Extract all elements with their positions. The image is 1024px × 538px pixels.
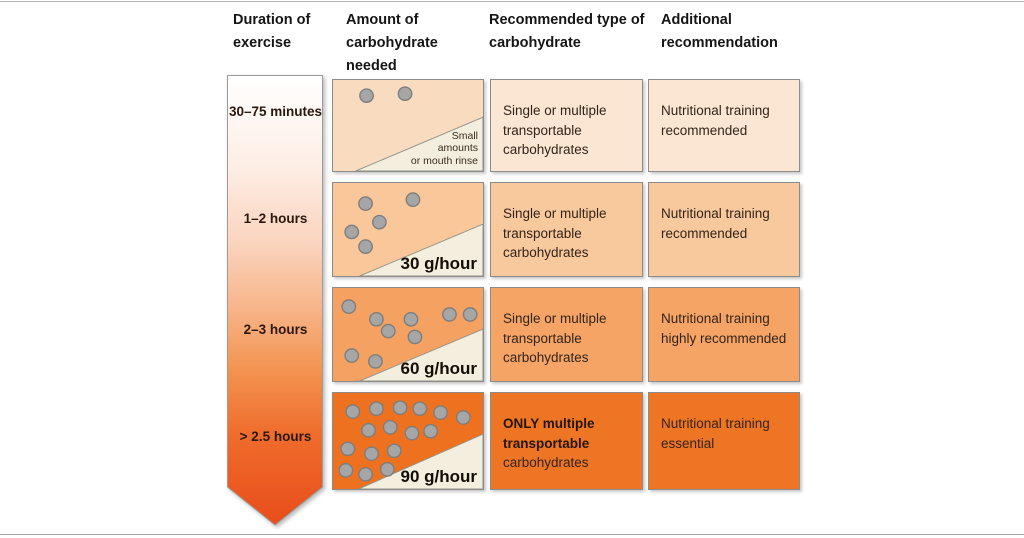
note-line: or mouth rinse [410,154,478,167]
carb-dot [382,419,398,435]
additional-box-row-4: Nutritional training essential [648,392,800,490]
small-amounts-note: Small amounts or mouth rinse [411,130,478,168]
type-text: Single or multiple transportable carbohy… [503,103,607,157]
carb-dot [358,196,373,211]
carb-dot [433,405,448,420]
carb-dot [455,410,471,425]
type-text: Single or multiple transportable carbohy… [503,311,607,365]
carb-dot [442,307,457,322]
carb-dot [380,323,396,339]
carb-dot-group [344,192,421,254]
carb-dot [345,404,361,419]
header-amount-of-carbohydrate: Amount of carbohydrate needed [346,12,438,74]
amount-box-row-4: 90 g/hour [332,392,484,490]
additional-cell-text: Nutritional training highly recommended [661,311,787,346]
bottom-border-line [0,534,1024,535]
duration-label-30-75-minutes: 30–75 minutes [228,104,323,119]
type-box-row-3: Single or multiple transportable carbohy… [490,287,643,382]
type-text: Single or multiple transportable carbohy… [503,206,607,260]
carb-dot [392,400,408,416]
carb-dot [361,422,376,438]
carb-dot [405,192,421,207]
carb-dot-group [338,400,471,482]
carb-dot [344,348,360,363]
carb-dot [407,329,423,345]
amount-box-row-2: 30 g/hour [332,182,484,277]
type-box-row-2: Single or multiple transportable carbohy… [490,182,643,277]
note-line: Small [451,129,478,142]
additional-cell-text: Nutritional training recommended [661,206,770,241]
type-emphasis: ONLY multiple transportable [503,416,595,451]
carb-dot [359,88,374,103]
type-box-row-1: Single or multiple transportable carbohy… [490,79,643,172]
duration-label-2-3-hours: 2–3 hours [243,322,308,337]
carb-dot [403,311,419,327]
type-cell-text: Single or multiple transportable carbohy… [491,183,642,269]
additional-box-row-3: Nutritional training highly recommended [648,287,800,382]
amount-label-60g: 60 g/hour [400,359,477,378]
amount-wedge [355,116,483,171]
duration-label-over-2-5-hours: > 2.5 hours [239,429,312,444]
amount-box-row-3: 60 g/hour [332,287,484,382]
carb-dot [344,224,360,240]
amount-wedge [359,328,483,381]
additional-cell-text: Nutritional training recommended [661,103,770,138]
carb-dot [358,466,373,482]
amount-box-row-1: Small amounts or mouth rinse [332,79,484,172]
additional-cell-text: Nutritional training essential [661,416,770,451]
amount-graphic-row-3 [341,299,483,381]
duration-label-1-2-hours: 1–2 hours [243,211,308,226]
carb-dot [364,446,379,462]
carb-dot [358,239,373,254]
amount-wedge [359,223,483,276]
carb-dot [404,425,420,441]
carb-dot [338,463,354,478]
carb-dot [371,214,387,230]
duration-arrow [227,75,323,526]
carb-dot [340,441,356,457]
type-cell-text: Single or multiple transportable carbohy… [491,288,642,374]
amount-label-30g: 30 g/hour [400,254,477,273]
carb-dot [412,401,428,417]
type-cell-text: Single or multiple transportable carbohy… [491,80,642,166]
carb-dot [369,311,384,327]
type-text: carbohydrates [503,455,589,470]
carb-dot [368,354,383,369]
carb-dot [423,423,439,439]
type-box-row-4: ONLY multiple transportable carbohydrate… [490,392,643,490]
carb-dot [386,443,402,459]
carb-dot-group [359,86,413,103]
note-line: amounts [437,142,478,154]
type-cell-text: ONLY multiple transportable carbohydrate… [491,393,642,479]
duration-arrow-shape [227,75,323,526]
header-additional-recommendation: Additional recommendation [661,12,778,51]
amount-graphic-row-4 [338,400,483,489]
additional-box-row-1: Nutritional training recommended [648,79,800,172]
carb-dot [397,86,413,102]
carb-dot [462,307,478,322]
amount-graphic-row-1 [355,86,483,171]
carb-dot [341,299,357,314]
carb-dot [369,401,384,417]
additional-box-row-2: Nutritional training recommended [648,182,800,277]
carb-dot-group [341,299,478,369]
amount-label-90g: 90 g/hour [400,467,477,486]
carb-dot [379,462,395,477]
header-duration-of-exercise: Duration of exercise [233,12,311,51]
header-recommended-type: Recommended type of carbohydrate [489,12,645,51]
top-border-line [0,1,1024,2]
amount-graphic-row-2 [344,192,483,276]
